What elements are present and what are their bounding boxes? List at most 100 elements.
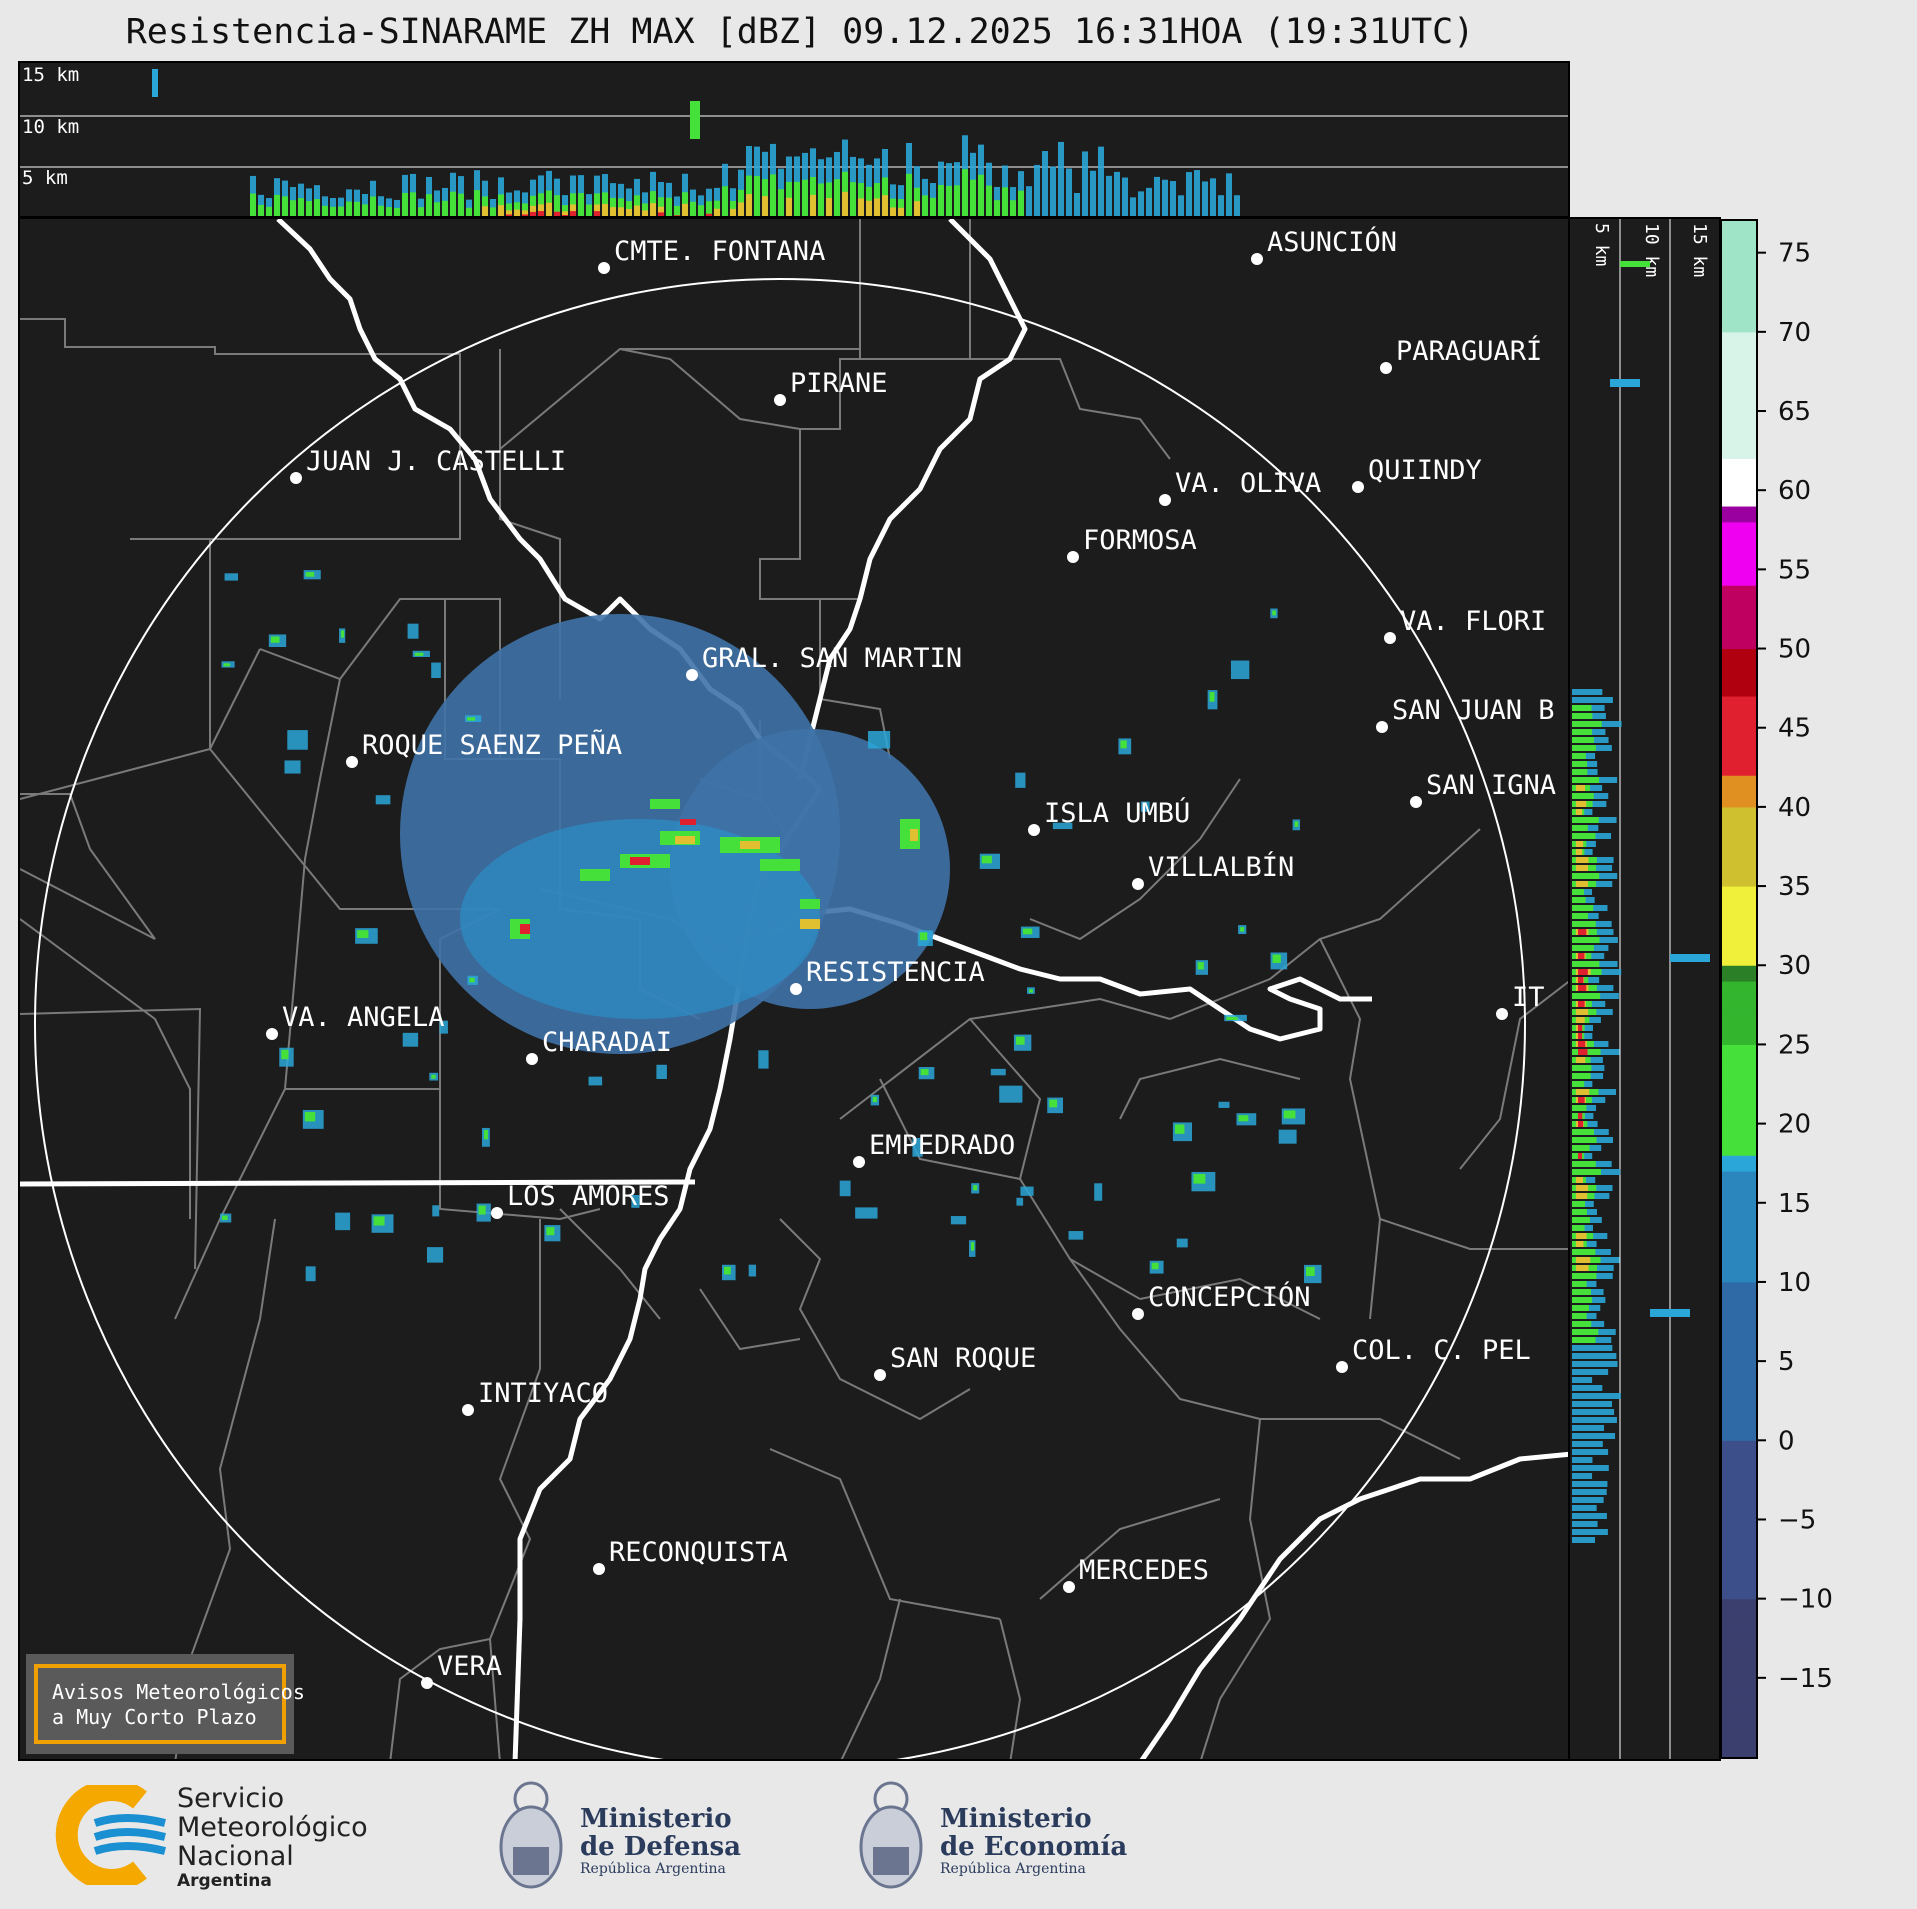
- colorbar-segment: [1722, 316, 1756, 333]
- colorbar-tick-label: 15: [1778, 1189, 1811, 1219]
- colorbar-segment: [1722, 1186, 1756, 1204]
- echo-cell: [682, 203, 688, 216]
- smn-line4: Argentina: [177, 1871, 272, 1891]
- colorbar-segment: [1722, 1297, 1756, 1315]
- echo-cell: [439, 1020, 448, 1034]
- side-height-profile: 5 km 10 km 15 km: [1568, 217, 1721, 1761]
- colorbar-segment: [1722, 1028, 1756, 1045]
- echo-cell: [530, 211, 536, 216]
- echo-cell: [426, 1247, 444, 1263]
- colorbar-segment: [1722, 284, 1756, 301]
- smn-line2: Meteorológico: [177, 1812, 368, 1843]
- echo-cell: [920, 1069, 929, 1076]
- echo-cell: [906, 173, 912, 216]
- echo-cell: [714, 200, 720, 216]
- echo-cell: [1572, 913, 1588, 919]
- echo-cell: [586, 204, 592, 216]
- colorbar-segment: [1722, 411, 1756, 428]
- echo-cell: [298, 198, 304, 216]
- echo-cell: [946, 185, 952, 216]
- echo-cell: [1226, 1016, 1238, 1020]
- echo-cell: [1572, 945, 1594, 951]
- echo-cell: [1576, 809, 1583, 815]
- side-label-10km: 10 km: [1641, 223, 1662, 277]
- echo-cell: [1218, 1101, 1230, 1108]
- colorbar-segment: [1722, 506, 1756, 523]
- echo-cell: [618, 198, 624, 216]
- colorbar-segment: [1722, 632, 1756, 650]
- colorbar-tick-label: 30: [1778, 951, 1811, 981]
- colorbar-tick-label: 40: [1778, 793, 1811, 823]
- echo-cell: [1114, 171, 1120, 216]
- echo-cell: [706, 201, 712, 216]
- echo-cell: [362, 204, 368, 216]
- echo-cell: [1197, 962, 1204, 970]
- echo-cell: [1042, 151, 1048, 216]
- echo-cell: [570, 211, 576, 216]
- colorbar-segment: [1722, 917, 1756, 935]
- echo-cell: [1154, 176, 1160, 216]
- city-label: IT: [1512, 982, 1545, 1013]
- colorbar-segment: [1722, 1361, 1756, 1378]
- echo-cell: [1002, 187, 1008, 216]
- echo-cell: [1572, 1505, 1597, 1511]
- echo-cell: [322, 205, 328, 216]
- range-ring: [34, 278, 1526, 1759]
- echo-cell: [802, 179, 808, 216]
- notice-box-border: [34, 1664, 286, 1744]
- colorbar-segment: [1722, 1598, 1756, 1615]
- echo-cell: [478, 1205, 486, 1215]
- notice-line2: a Muy Corto Plazo: [52, 1705, 257, 1729]
- echo-cell: [730, 208, 736, 216]
- echo-cell: [588, 1076, 603, 1086]
- echo-cell: [514, 202, 520, 216]
- echo-cell: [370, 196, 376, 216]
- echo-cell: [1572, 737, 1594, 743]
- stratiform-echo: [460, 819, 820, 1019]
- colorbar: [1720, 219, 1758, 1759]
- city-label: CONCEPCIÓN: [1148, 1281, 1311, 1313]
- echo-cell: [1572, 873, 1600, 879]
- colorbar-segment: [1722, 1329, 1756, 1346]
- echo-cell: [1186, 172, 1192, 216]
- colorbar-segment: [1722, 1456, 1756, 1473]
- city-label: CMTE. FONTANA: [614, 236, 825, 267]
- echo-cell: [890, 198, 896, 216]
- echo-cell: [1034, 164, 1040, 216]
- echo-cell: [1576, 857, 1589, 863]
- echo-cell: [1130, 197, 1136, 216]
- colorbar-segment: [1722, 268, 1756, 285]
- city-marker: [462, 1404, 474, 1416]
- echo-cell: [1572, 1409, 1615, 1415]
- defensa-line3: República Argentina: [580, 1861, 726, 1877]
- echo-cell: [1202, 181, 1208, 216]
- colorbar-segment: [1722, 1139, 1756, 1156]
- echo-cell: [1572, 1361, 1618, 1367]
- colorbar-segment: [1722, 616, 1756, 634]
- city-marker: [1251, 253, 1263, 265]
- echo-cell: [1572, 1521, 1598, 1527]
- city-marker: [1496, 1008, 1508, 1020]
- echo-cell: [626, 201, 632, 216]
- colorbar-segment: [1722, 1345, 1756, 1362]
- colorbar-segment: [1722, 822, 1756, 840]
- colorbar-segment: [1722, 806, 1756, 824]
- echo-cell: [306, 201, 312, 216]
- echo-cell: [506, 203, 512, 216]
- echo-cell: [1572, 1393, 1621, 1399]
- echo-cell: [626, 208, 632, 216]
- echo-cell: [386, 207, 392, 216]
- echo-cell: [1050, 166, 1056, 216]
- echo-cell: [786, 197, 792, 216]
- echo-cell: [898, 199, 904, 216]
- city-marker: [1410, 796, 1422, 808]
- notice-box-bg: [26, 1654, 294, 1754]
- echo-cell: [594, 211, 600, 216]
- echo-cell: [538, 211, 544, 216]
- city-label: ISLA UMBÚ: [1044, 797, 1190, 829]
- city-marker: [593, 1563, 605, 1575]
- echo-cell: [1572, 1537, 1596, 1543]
- colorbar-tick-label: 25: [1778, 1030, 1811, 1060]
- colorbar-segment: [1722, 601, 1756, 618]
- colorbar-tick-label: 75: [1778, 239, 1811, 269]
